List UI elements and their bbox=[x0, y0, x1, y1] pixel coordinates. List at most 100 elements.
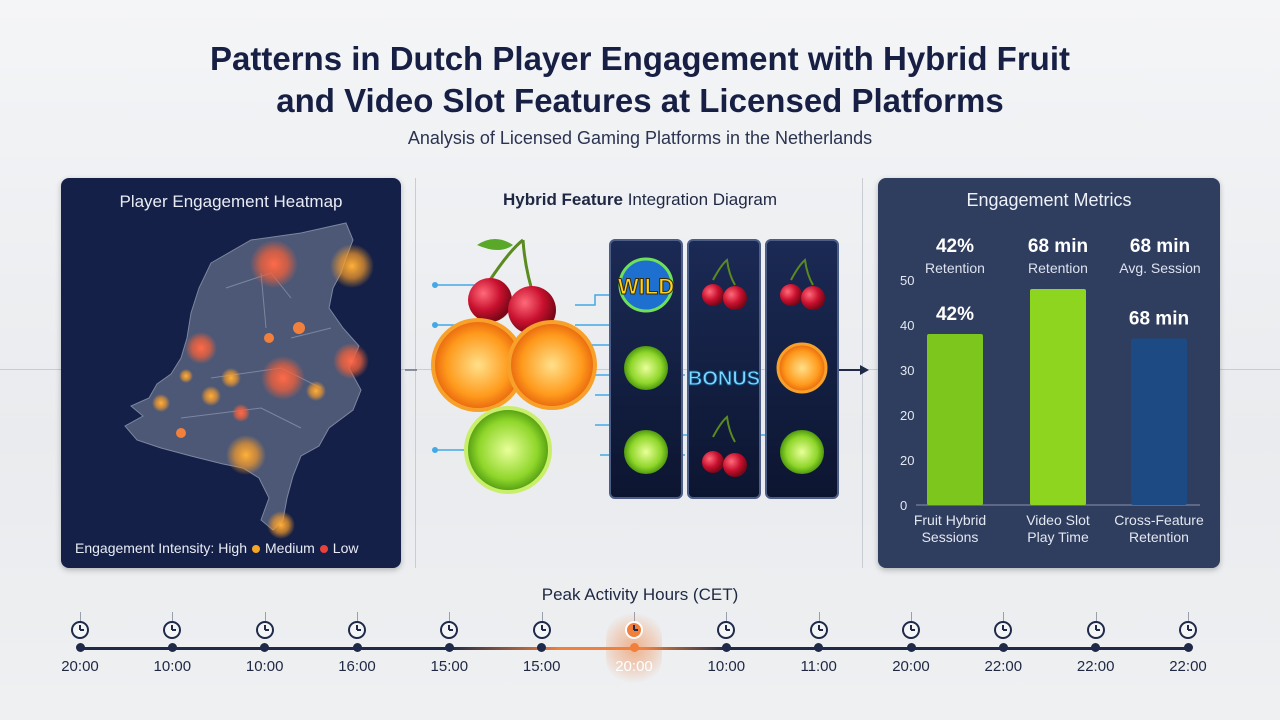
metric-value: 68 min bbox=[1027, 236, 1089, 257]
timeline-dot bbox=[998, 643, 1008, 652]
timeline-tick bbox=[357, 612, 358, 622]
timeline-tick bbox=[1095, 612, 1097, 622]
timeline-tick bbox=[1188, 612, 1189, 622]
separator-left bbox=[415, 178, 416, 568]
lime-icon bbox=[464, 406, 552, 494]
timeline-dot bbox=[260, 643, 270, 652]
timeline-hour-label: 20:00 bbox=[892, 658, 930, 675]
timeline-dot bbox=[906, 643, 916, 652]
heatmap-title: Player Engagement Heatmap bbox=[119, 192, 343, 211]
timeline-tick bbox=[541, 612, 543, 622]
metric-label: Retention bbox=[1028, 260, 1088, 276]
hotspot bbox=[306, 381, 326, 401]
title-line-1: Patterns in Dutch Player Engagement with… bbox=[210, 40, 1070, 77]
orange-icon bbox=[431, 318, 597, 412]
slot-reels bbox=[609, 239, 839, 499]
arrow-right-icon bbox=[860, 365, 869, 375]
bar-value-label: 42% bbox=[936, 304, 974, 325]
metric-card: 68 min Retention bbox=[1008, 236, 1108, 276]
metric-label: Retention bbox=[925, 260, 985, 276]
map-silhouette bbox=[124, 222, 362, 531]
integration-diagram: WILD BONUS bbox=[405, 238, 869, 499]
timeline-hour-label: 10:00 bbox=[245, 658, 284, 675]
clock-icon bbox=[809, 621, 828, 639]
diagram-title: Hybrid Feature Integration Diagram bbox=[430, 190, 850, 210]
cherry-icon bbox=[702, 415, 747, 477]
legend-medium: Medium bbox=[265, 540, 315, 556]
timeline-dot bbox=[814, 643, 824, 652]
hotspot bbox=[232, 404, 250, 422]
metrics-panel: Engagement Metrics 42% Retention 68 min … bbox=[878, 178, 1220, 568]
timeline-hour-label: 16:00 bbox=[338, 658, 376, 675]
x-category-label: Cross-Feature bbox=[1114, 512, 1204, 528]
clock-icon bbox=[532, 621, 551, 639]
timeline-dot bbox=[721, 643, 731, 652]
timeline-hour-label: 15:00 bbox=[522, 658, 561, 675]
timeline-dot bbox=[167, 643, 177, 652]
timeline-tick bbox=[172, 612, 174, 622]
timeline-hour-label: 22:00 bbox=[1169, 658, 1207, 675]
y-tick-label: 30 bbox=[900, 363, 914, 378]
timeline-dot bbox=[75, 643, 85, 652]
lime-icon bbox=[624, 346, 668, 390]
hotspot bbox=[261, 356, 305, 400]
timeline-hour-label: 22:00 bbox=[1076, 658, 1115, 675]
hotspot bbox=[201, 386, 221, 406]
timeline-hour-label: 22:00 bbox=[984, 658, 1023, 675]
x-category-label: Fruit Hybrid bbox=[914, 512, 986, 528]
x-category-label: Sessions bbox=[922, 529, 979, 545]
timeline-dot bbox=[1183, 643, 1193, 652]
metric-card: 68 min Avg. Session bbox=[1110, 236, 1210, 276]
timeline-dot bbox=[444, 643, 454, 652]
clock-icon bbox=[71, 621, 89, 639]
diagram-title-bold: Hybrid Feature bbox=[502, 190, 623, 209]
hotspot bbox=[250, 240, 298, 288]
timeline-dot bbox=[1091, 643, 1101, 652]
hotspot bbox=[176, 428, 186, 438]
timeline-hour-label: 11:00 bbox=[800, 658, 837, 675]
legend-prefix: Engagement Intensity: bbox=[75, 540, 215, 556]
legend-dot-low bbox=[319, 544, 328, 553]
timeline-tick bbox=[449, 612, 451, 622]
y-tick-label: 0 bbox=[900, 498, 907, 513]
timeline-hour-label: 20:00 bbox=[615, 658, 653, 675]
clock-icon bbox=[255, 621, 274, 639]
timeline-dot bbox=[629, 643, 639, 652]
x-category-label: Play Time bbox=[1027, 529, 1089, 545]
metric-value: 68 min bbox=[1129, 236, 1191, 257]
timeline-tick bbox=[1003, 612, 1005, 622]
clock-icon bbox=[994, 621, 1013, 639]
page-title: Patterns in Dutch Player Engagement with… bbox=[0, 38, 1280, 122]
heatmap-legend: Engagement Intensity: High Medium Low bbox=[75, 540, 358, 556]
wild-icon bbox=[618, 257, 674, 313]
cherry-icon bbox=[702, 258, 747, 310]
clock-icon bbox=[625, 621, 643, 639]
timeline-hour-label: 10:00 bbox=[153, 658, 192, 675]
hotspot bbox=[152, 394, 170, 412]
lime-icon bbox=[624, 430, 668, 474]
y-tick-label: 20 bbox=[900, 453, 914, 468]
y-tick-label: 20 bbox=[900, 408, 914, 423]
timeline-tick bbox=[911, 612, 912, 622]
x-category-label: Retention bbox=[1129, 529, 1189, 545]
metric-label: Avg. Session bbox=[1119, 260, 1201, 276]
cherry-icon bbox=[780, 258, 825, 310]
orange-icon bbox=[776, 342, 828, 394]
hotspot bbox=[221, 368, 241, 388]
bar-value-label: 68 min bbox=[1129, 309, 1189, 330]
timeline-dot bbox=[537, 643, 547, 652]
clock-icon bbox=[348, 621, 366, 639]
timeline-hour-label: 15:00 bbox=[430, 658, 469, 675]
timeline-tick bbox=[80, 612, 81, 622]
legend-dot-high bbox=[252, 544, 260, 553]
legend-low: Low bbox=[332, 540, 359, 556]
bar-1 bbox=[927, 334, 983, 505]
clock-icon bbox=[717, 621, 736, 639]
bonus-label: BONUS bbox=[688, 368, 760, 390]
wild-label: WILD bbox=[618, 274, 674, 299]
timeline-peak-segment bbox=[449, 647, 727, 650]
timeline-dot bbox=[352, 643, 362, 652]
lime-icon bbox=[780, 430, 824, 474]
metric-value: 42% bbox=[935, 236, 975, 257]
